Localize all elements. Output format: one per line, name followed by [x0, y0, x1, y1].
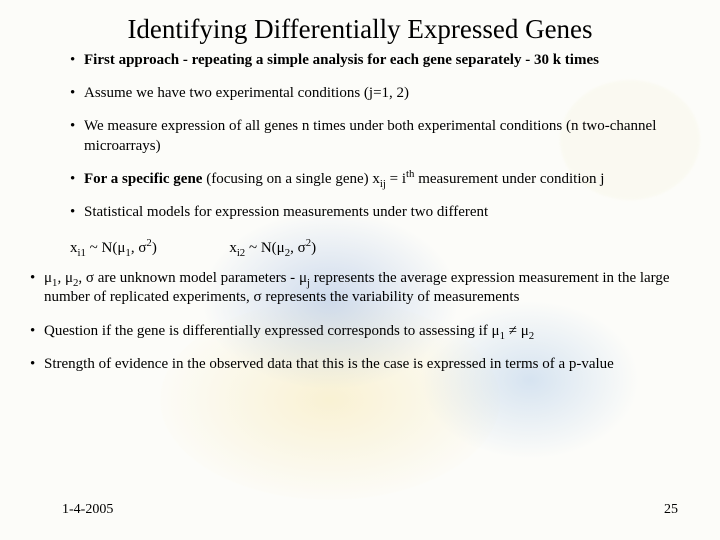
formula-right: xi2 ~ N(μ2, σ2) — [229, 240, 316, 257]
bullet-item: Statistical models for expression measur… — [70, 203, 688, 222]
slide-title: Identifying Differentially Expressed Gen… — [0, 14, 720, 45]
bullet-item: First approach - repeating a simple anal… — [70, 51, 688, 70]
bullet-item: We measure expression of all genes n tim… — [70, 117, 688, 155]
formula-left: xi1 ~ N(μ1, σ2) — [70, 240, 157, 257]
bullet-list-lower: μ1, μ2, σ are unknown model parameters -… — [0, 269, 720, 374]
bullet-item: μ1, μ2, σ are unknown model parameters -… — [30, 269, 680, 307]
formula-row: xi1 ~ N(μ1, σ2) xi2 ~ N(μ2, σ2) — [0, 236, 720, 269]
bullet-list-upper: First approach - repeating a simple anal… — [0, 51, 720, 222]
slide: Identifying Differentially Expressed Gen… — [0, 0, 720, 540]
footer-date: 1-4-2005 — [62, 502, 113, 518]
bullet-item: Question if the gene is differentially e… — [30, 322, 680, 341]
bullet-item: Strength of evidence in the observed dat… — [30, 355, 680, 374]
footer: 1-4-2005 25 — [0, 502, 720, 518]
bullet-item: For a specific gene (focusing on a singl… — [70, 170, 688, 189]
footer-page: 25 — [664, 502, 678, 518]
bullet-item: Assume we have two experimental conditio… — [70, 84, 688, 103]
